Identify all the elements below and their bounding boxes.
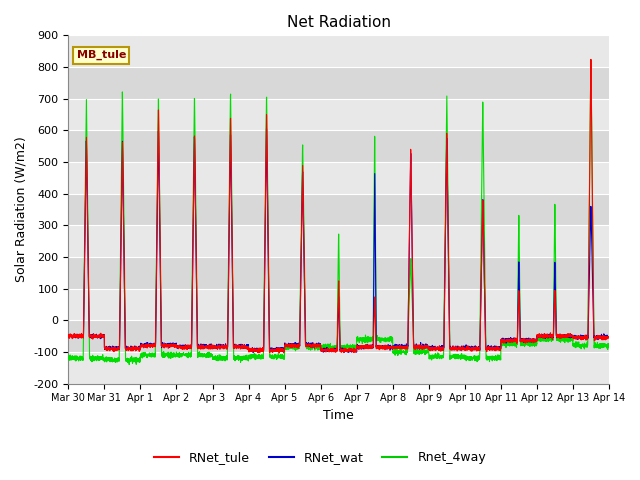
Bar (68, 288, 609, 320)
Bar (68, 99, 609, 130)
Bar (68, 352, 609, 384)
Legend: RNet_tule, RNet_wat, Rnet_4way: RNet_tule, RNet_wat, Rnet_4way (149, 446, 491, 469)
Bar (68, 225, 609, 257)
Title: Net Radiation: Net Radiation (287, 15, 390, 30)
X-axis label: Time: Time (323, 409, 354, 422)
Bar (68, 320, 609, 352)
Bar (68, 36, 609, 67)
Bar (68, 130, 609, 162)
Bar (68, 193, 609, 225)
Y-axis label: Solar Radiation (W/m2): Solar Radiation (W/m2) (15, 136, 28, 282)
Bar (68, 257, 609, 288)
Bar (68, 67, 609, 99)
Text: MB_tule: MB_tule (77, 50, 126, 60)
Bar (68, 162, 609, 193)
